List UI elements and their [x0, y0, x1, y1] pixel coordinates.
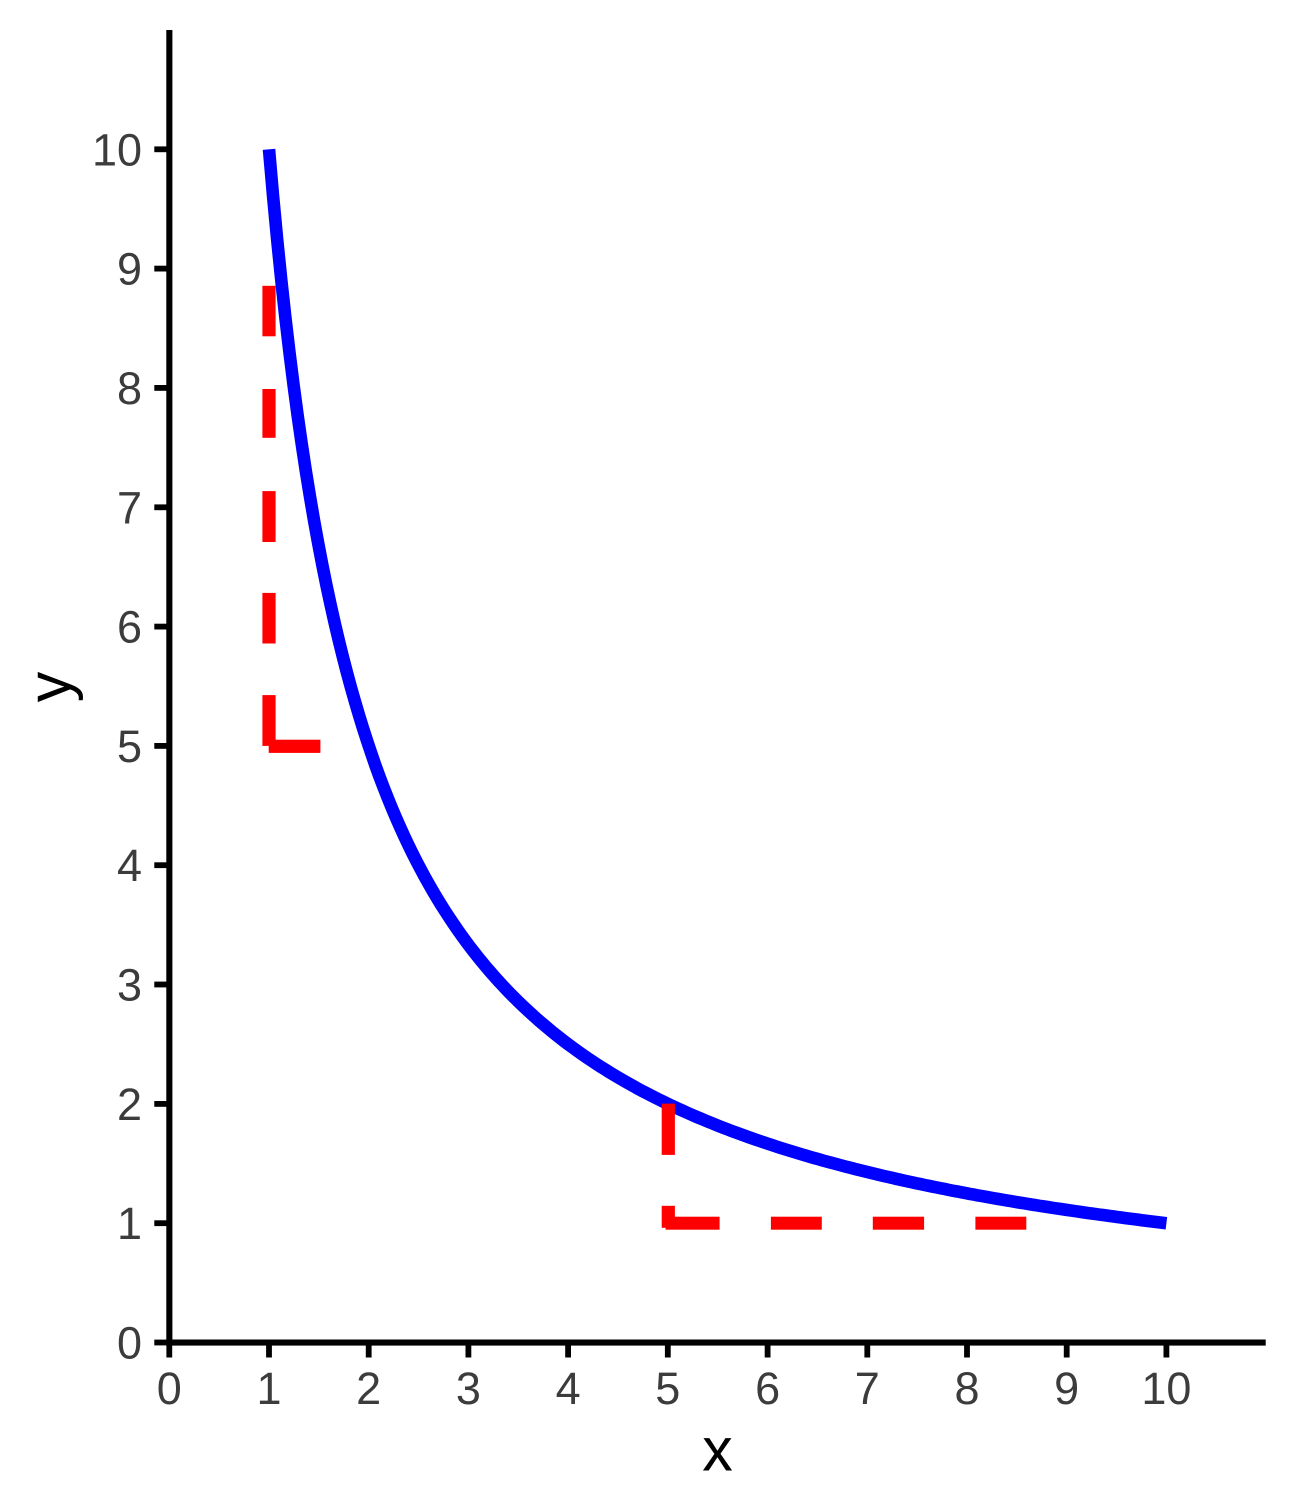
svg-text:4: 4 — [117, 840, 142, 891]
svg-text:0: 0 — [157, 1363, 182, 1414]
svg-text:2: 2 — [117, 1079, 142, 1130]
svg-text:9: 9 — [117, 244, 142, 295]
svg-text:10: 10 — [92, 124, 142, 175]
svg-text:4: 4 — [556, 1363, 581, 1414]
svg-text:1: 1 — [117, 1198, 142, 1249]
svg-text:6: 6 — [755, 1363, 780, 1414]
svg-text:3: 3 — [456, 1363, 481, 1414]
svg-text:0: 0 — [117, 1318, 142, 1369]
svg-text:10: 10 — [1141, 1363, 1191, 1414]
svg-text:5: 5 — [655, 1363, 680, 1414]
svg-text:9: 9 — [1054, 1363, 1079, 1414]
svg-text:3: 3 — [117, 960, 142, 1011]
svg-text:y: y — [16, 671, 84, 702]
svg-text:8: 8 — [954, 1363, 979, 1414]
svg-text:2: 2 — [356, 1363, 381, 1414]
svg-text:8: 8 — [117, 363, 142, 414]
svg-text:x: x — [702, 1416, 733, 1484]
svg-text:6: 6 — [117, 602, 142, 653]
svg-text:7: 7 — [855, 1363, 880, 1414]
svg-text:7: 7 — [117, 482, 142, 533]
svg-text:1: 1 — [256, 1363, 281, 1414]
svg-text:5: 5 — [117, 721, 142, 772]
